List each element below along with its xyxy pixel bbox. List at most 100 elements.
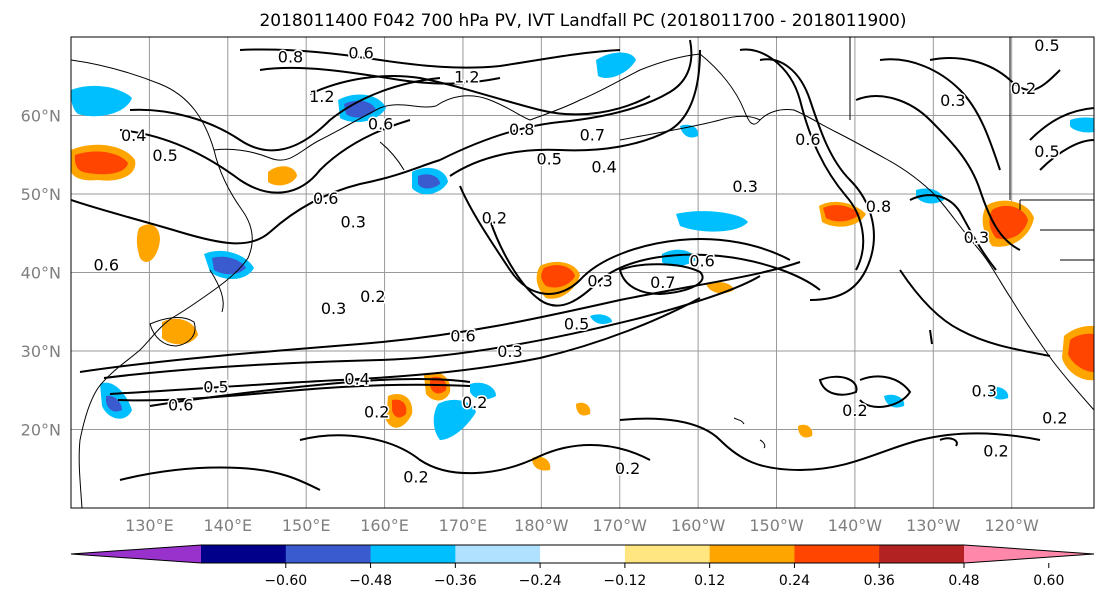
- contour-label: 0.2: [462, 393, 487, 412]
- contour-label: 0.4: [591, 158, 616, 177]
- contour-label: 0.7: [650, 273, 675, 292]
- negative-anomaly: [71, 85, 132, 117]
- contour-label: 0.2: [842, 401, 867, 420]
- contour-line: [119, 119, 411, 194]
- contour-label: 0.2: [983, 442, 1008, 461]
- colorbar-segment: [370, 545, 456, 563]
- positive-anomaly: [541, 265, 575, 288]
- figure-title: 2018011400 F042 700 hPa PV, IVT Landfall…: [259, 11, 906, 31]
- contour-label: 0.2: [364, 402, 389, 421]
- colorbar: −0.60 −0.48 −0.36 −0.24 −0.12 0.12 0.24 0.36 0.4…: [70, 544, 1095, 589]
- contour-line: [119, 466, 321, 491]
- contour-label: 0.6: [313, 189, 338, 208]
- negative-anomaly: [418, 174, 440, 189]
- positive-anomaly: [532, 456, 551, 471]
- contour-label: 0.3: [497, 342, 522, 361]
- contour-label: 0.5: [203, 377, 228, 396]
- colorbar-segments: [70, 544, 1095, 564]
- contour-label: 0.6: [689, 252, 714, 271]
- longitude-label: 140°E: [203, 516, 252, 535]
- longitude-label: 130°E: [125, 516, 174, 535]
- contour-label: 0.6: [795, 130, 820, 149]
- contour-line: [619, 417, 1041, 472]
- contour-label: 0.6: [168, 395, 193, 414]
- longitude-labels: 130°E 140°E 150°E 160°E 170°E 180°W 170°W 160°W…: [125, 516, 1039, 535]
- contour-label: 0.7: [580, 125, 605, 144]
- contour-line: [71, 159, 441, 245]
- latitude-label: 60°N: [21, 107, 61, 126]
- contour-label: 0.2: [482, 209, 507, 228]
- negative-anomaly: [433, 399, 476, 440]
- contour-line: [449, 49, 701, 177]
- positive-anomaly: [392, 399, 407, 418]
- negative-anomaly: [676, 211, 748, 232]
- contour-label: 0.5: [1034, 36, 1059, 55]
- contour-label: 0.8: [278, 48, 303, 67]
- longitude-label: 160°W: [671, 516, 726, 535]
- contour-label: 0.3: [321, 299, 346, 318]
- contour-line: [239, 48, 621, 69]
- negative-anomaly: [590, 314, 612, 324]
- contour-label: 0.3: [940, 91, 965, 110]
- longitude-label: 140°W: [828, 516, 883, 535]
- longitude-label: 170°E: [439, 516, 488, 535]
- korea-coastline: [209, 269, 224, 313]
- contour-label: 0.6: [368, 114, 393, 133]
- colorbar-tick-label: 0.60: [1033, 573, 1064, 589]
- contour-line: [929, 329, 958, 447]
- contour-label: 0.3: [587, 271, 612, 290]
- colorbar-segment: [540, 545, 626, 563]
- colorbar-ticks: −0.60 −0.48 −0.36 −0.24 −0.12 0.12 0.24 0.36 0.4…: [264, 563, 1064, 589]
- contour-labels: 0.8 0.6 1.2 1.2 0.4 0.5 0.6 0.8 0.7 0.5 0.4 0.6 0.2 0…: [92, 36, 1069, 488]
- contour-label: 0.3: [340, 212, 365, 231]
- positive-anomaly: [136, 224, 160, 262]
- contour-line: [79, 261, 801, 373]
- contour-label: 0.3: [964, 228, 989, 247]
- graticule: [71, 37, 1094, 508]
- negative-anomaly: [884, 394, 905, 408]
- colorbar-extend-min: [71, 545, 201, 563]
- longitude-label: 120°W: [985, 516, 1040, 535]
- contour-line: [299, 434, 651, 475]
- contour-label: 0.2: [403, 468, 428, 487]
- colorbar-tick-label: −0.48: [349, 573, 392, 589]
- contour-line: [739, 48, 865, 271]
- contour-label: 0.8: [866, 197, 891, 216]
- positive-anomaly: [162, 318, 198, 345]
- contour-line: [439, 39, 693, 161]
- contour-label: 0.5: [536, 150, 561, 169]
- contour-label: 0.3: [732, 177, 757, 196]
- contour-label: 0.6: [348, 44, 373, 63]
- contour-line: [929, 57, 1061, 91]
- latitude-label: 30°N: [21, 342, 61, 361]
- arctic-coastline: [435, 53, 701, 121]
- longitude-label: 150°E: [282, 516, 331, 535]
- canada-borders: [849, 37, 1011, 200]
- contour-line: [759, 58, 875, 301]
- japan-coastline: [149, 317, 196, 347]
- aleutian-coastline: [619, 115, 761, 141]
- contour-line: [859, 375, 912, 408]
- latitude-label: 40°N: [21, 264, 61, 283]
- colorbar-outline: [70, 544, 1095, 564]
- contour-line: [109, 297, 701, 395]
- positive-anomaly: [268, 166, 297, 186]
- contour-line: [1039, 139, 1094, 171]
- contour-line: [459, 185, 791, 295]
- negative-anomaly: [1070, 117, 1094, 133]
- contour-label: 0.8: [509, 120, 534, 139]
- positive-anomaly: [798, 424, 813, 438]
- colorbar-extend-max: [964, 545, 1094, 563]
- longitude-label: 150°W: [749, 516, 804, 535]
- negative-anomaly: [988, 386, 1009, 400]
- longitude-label: 170°W: [593, 516, 648, 535]
- contour-label: 0.2: [615, 459, 640, 478]
- contour-label: 0.2: [360, 287, 385, 306]
- contour-line: [1029, 107, 1094, 141]
- colorbar-segment: [624, 545, 711, 563]
- contour-label: 0.2: [1042, 409, 1067, 428]
- kamchatka-coastline: [379, 141, 405, 171]
- contour-label: 1.2: [454, 67, 479, 86]
- contour-line: [855, 95, 1021, 251]
- contour-line: [129, 77, 441, 152]
